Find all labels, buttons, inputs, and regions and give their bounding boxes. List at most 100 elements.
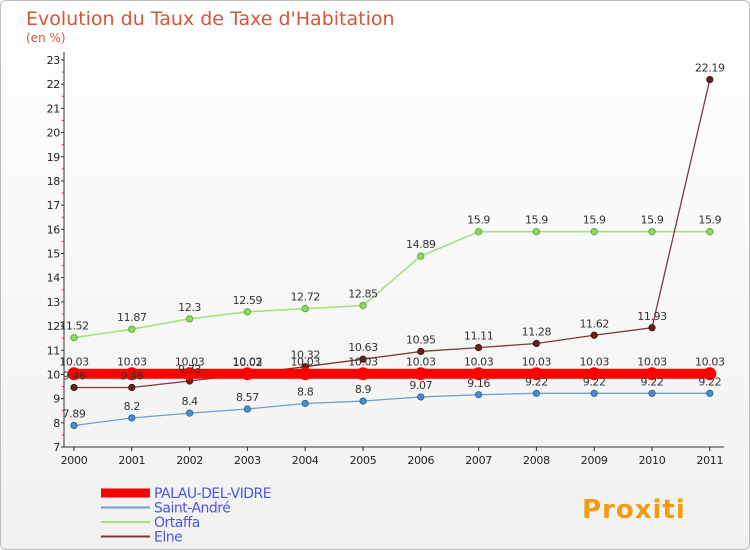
x-tick-label: 2008 [523, 454, 550, 467]
data-label-saint: 9.22 [641, 375, 664, 388]
legend-label-elne: Elne [154, 530, 182, 546]
series-line-saint [73, 392, 710, 427]
data-point-palau [356, 367, 370, 381]
y-tick-label: 16 [47, 223, 61, 236]
y-tick-label: 12 [47, 320, 60, 333]
data-label-palau: 10.03 [175, 356, 205, 369]
data-point-palau [125, 367, 139, 381]
data-point-ortaffa [359, 301, 367, 310]
data-point-saint [706, 389, 714, 397]
data-point-ortaffa [417, 252, 425, 260]
data-point-saint [301, 399, 309, 408]
data-label-palau: 10.03 [406, 356, 436, 369]
data-label-palau: 10.03 [522, 356, 552, 369]
data-label-ortaffa: 15.9 [583, 214, 606, 227]
x-tick-label: 2006 [407, 454, 434, 467]
data-labels: 7.89 8.2 8.4 8.57 8.8 8.9 9.07 9.16 9.22 9.22 9.22… [59, 62, 725, 421]
data-label-saint: 8.2 [124, 400, 140, 413]
series-line-elne [74, 79, 711, 389]
data-point-ortaffa [70, 334, 78, 342]
data-label-palau: 10.03 [695, 356, 725, 369]
data-point-elne [417, 347, 425, 356]
data-point-elne [706, 75, 714, 84]
data-label-ortaffa: 11.52 [59, 320, 89, 333]
axes: 7 8 9 10 11 12 13 14 15 16 17 18 19 20 21 22 23 2000 2001 2… [47, 52, 724, 467]
data-point-palau [67, 367, 81, 381]
data-point-elne [70, 383, 78, 392]
data-label-saint: 9.07 [409, 379, 432, 392]
y-tick-label: 10 [47, 368, 61, 381]
data-label-elne: 10.02 [233, 356, 263, 369]
data-point-saint [648, 389, 656, 397]
data-point-elne [532, 339, 541, 348]
x-tick-label: 2007 [465, 454, 492, 467]
proxiti-logo: Proxiti [582, 495, 685, 525]
data-label-palau: 10.03 [290, 356, 320, 369]
data-label-ortaffa: 12.85 [348, 288, 378, 301]
x-tick-label: 2001 [118, 454, 145, 467]
data-label-ortaffa: 14.89 [406, 238, 436, 251]
x-tick-label: 2004 [292, 454, 319, 467]
data-point-palau [183, 367, 197, 381]
data-point-palau [414, 367, 428, 381]
y-tick-label: 19 [47, 151, 61, 164]
data-point-saint [359, 397, 367, 405]
x-tick-label: 2000 [61, 454, 88, 467]
y-tick-label: 18 [47, 175, 61, 188]
data-label-palau: 10.03 [348, 356, 378, 369]
data-point-saint [70, 421, 78, 430]
data-label-saint: 9.22 [698, 375, 721, 388]
y-tick-label: 21 [47, 102, 60, 115]
data-label-ortaffa: 12.59 [233, 294, 263, 307]
data-point-palau [587, 367, 601, 381]
data-point-elne [128, 383, 136, 392]
data-label-elne: 11.11 [464, 330, 494, 343]
y-tick-label: 22 [47, 78, 60, 91]
data-point-saint [474, 391, 483, 399]
y-tick-label: 11 [47, 344, 60, 357]
data-point-ortaffa [706, 228, 714, 236]
data-point-ortaffa [532, 228, 541, 236]
data-point-palau [703, 367, 717, 381]
data-point-ortaffa [128, 325, 136, 333]
data-label-ortaffa: 15.9 [467, 214, 490, 227]
chart-subtitle: (en %) [26, 31, 66, 45]
chart-title: Evolution du Taux de Taxe d'Habitation [26, 8, 395, 30]
x-tick-label: 2003 [234, 454, 261, 467]
data-point-ortaffa [648, 228, 656, 236]
y-tick-label: 15 [47, 248, 61, 261]
data-label-ortaffa: 12.3 [178, 301, 201, 314]
data-label-elne: 10.95 [406, 333, 436, 346]
data-label-elne: 9.46 [63, 369, 86, 382]
y-tick-label: 20 [47, 127, 61, 140]
y-tick-label: 9 [53, 393, 60, 406]
data-point-ortaffa [301, 305, 309, 313]
data-point-palau [240, 367, 254, 381]
data-point-saint [590, 389, 598, 397]
legend-label-palau: PALAU-DEL-VIDRE [154, 486, 271, 502]
data-point-palau [645, 367, 659, 381]
data-point-ortaffa [474, 228, 483, 236]
data-label-elne: 11.28 [522, 325, 552, 338]
data-label-elne: 10.63 [348, 341, 378, 354]
data-point-ortaffa [590, 228, 598, 236]
data-label-elne: 9.73 [178, 363, 201, 376]
data-label-palau: 10.03 [464, 356, 494, 369]
y-tick-label: 7 [53, 441, 60, 454]
data-label-palau: 10.03 [59, 356, 89, 369]
y-tick-label: 17 [47, 199, 61, 212]
x-tick-label: 2002 [176, 454, 203, 467]
data-label-ortaffa: 15.9 [698, 214, 721, 227]
data-label-saint: 8.9 [355, 383, 372, 396]
data-point-saint [186, 409, 194, 417]
data-point-elne [648, 324, 656, 332]
x-tick-label: 2009 [581, 454, 608, 467]
data-label-elne: 10.32 [290, 349, 320, 362]
legend-label-saint: Saint-André [154, 501, 230, 517]
data-point-ortaffa [186, 315, 194, 323]
data-label-palau: 10.03 [637, 356, 667, 369]
data-label-elne: 9.46 [120, 369, 143, 382]
